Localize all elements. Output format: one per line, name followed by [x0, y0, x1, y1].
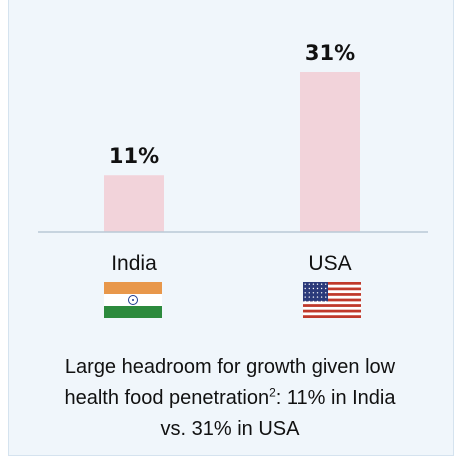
- caption-line-1: Large headroom for growth given low: [64, 356, 396, 378]
- bar-chart: 11% 31%: [38, 41, 428, 233]
- category-label-india: India: [111, 252, 157, 275]
- caption-line-3: vs. 31% in USA: [160, 418, 300, 440]
- caption-line-2-text: health food penetration: [64, 387, 270, 409]
- caption-line-2-rest: : 11% in India: [275, 387, 396, 409]
- chart-panel: [8, 0, 454, 456]
- usa-flag-icon: [303, 282, 361, 318]
- data-label-india: 11%: [109, 144, 159, 168]
- india-flag-icon: [104, 282, 162, 318]
- data-label-usa: 31%: [305, 41, 355, 65]
- chart-caption: Large headroom for growth given low heal…: [20, 352, 440, 445]
- bar-usa: [300, 72, 360, 232]
- footnote-superscript: 2: [269, 385, 276, 400]
- bar-india: [104, 175, 164, 232]
- category-label-usa: USA: [308, 252, 352, 275]
- caption-line-2: health food penetration2: 11% in India: [20, 383, 440, 414]
